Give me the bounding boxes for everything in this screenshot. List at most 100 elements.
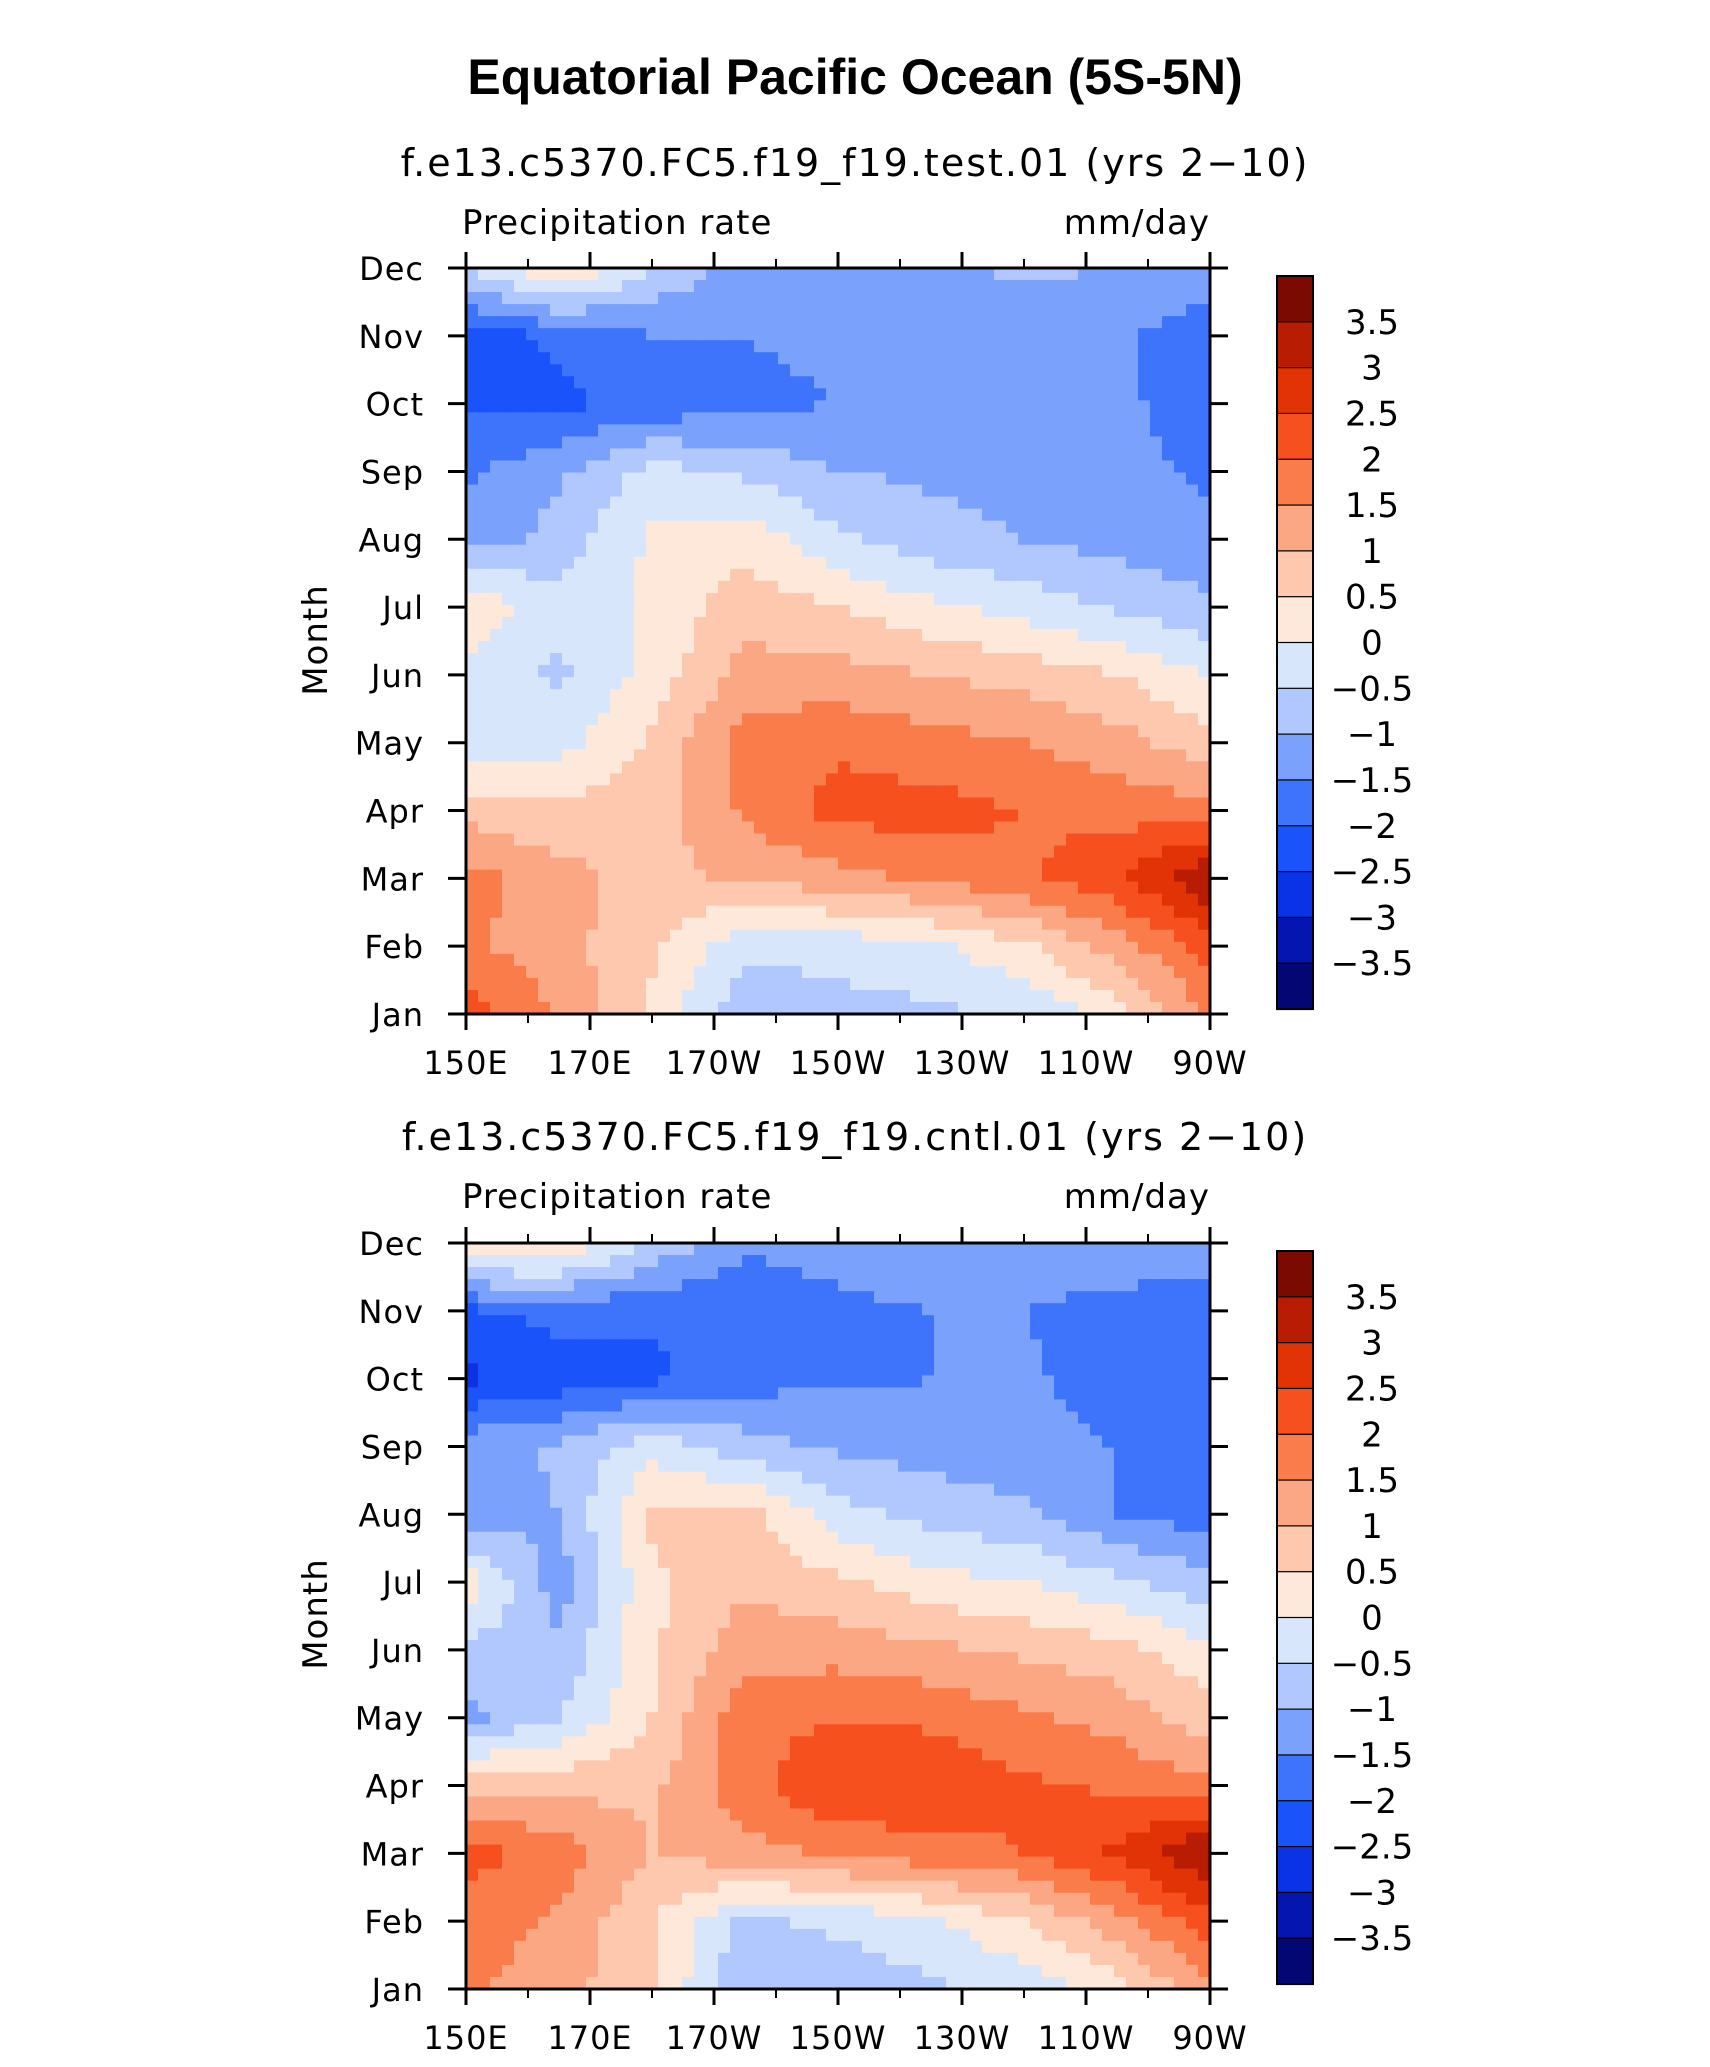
contour-cell: [1150, 485, 1163, 498]
contour-cell: [814, 894, 827, 907]
contour-cell: [1078, 1363, 1091, 1376]
contour-cell: [1174, 268, 1187, 281]
contour-cell: [1066, 448, 1079, 461]
contour-cell: [562, 665, 575, 678]
contour-cell: [1162, 858, 1175, 871]
contour-cell: [574, 749, 587, 762]
contour-cell: [778, 834, 791, 847]
contour-cell: [490, 954, 503, 967]
contour-cell: [802, 990, 815, 1003]
contour-cell: [694, 557, 707, 570]
contour-cell: [1078, 809, 1091, 822]
contour-cell: [754, 1363, 767, 1376]
contour-cell: [610, 1399, 623, 1412]
contour-cell: [646, 677, 659, 690]
contour-cell: [970, 1375, 983, 1388]
contour-cell: [502, 942, 515, 955]
contour-cell: [718, 545, 731, 558]
contour-cell: [1186, 352, 1199, 365]
contour-cell: [1066, 942, 1079, 955]
contour-cell: [622, 689, 635, 702]
contour-cell: [922, 497, 935, 510]
contour-cell: [778, 1375, 791, 1388]
contour-cell: [886, 485, 899, 498]
contour-cell: [1150, 1375, 1163, 1388]
contour-cell: [1078, 485, 1091, 498]
contour-cell: [610, 629, 623, 642]
contour-cell: [838, 1399, 851, 1412]
contour-cell: [862, 737, 875, 750]
contour-cell: [682, 701, 695, 714]
contour-cell: [898, 665, 911, 678]
contour-cell: [754, 485, 767, 498]
contour-cell: [478, 352, 491, 365]
contour-cell: [1054, 1399, 1067, 1412]
contour-cell: [850, 1339, 863, 1352]
contour-cell: [862, 461, 875, 474]
contour-cell: [862, 424, 875, 437]
contour-cell: [1126, 1315, 1139, 1328]
contour-cell: [658, 797, 671, 810]
contour-cell: [910, 340, 923, 353]
contour-cell: [562, 485, 575, 498]
contour-cell: [514, 846, 527, 859]
contour-cell: [634, 1315, 647, 1328]
contour-cell: [1090, 1327, 1103, 1340]
contour-cell: [550, 749, 563, 762]
contour-cell: [1030, 809, 1043, 822]
contour-cell: [718, 906, 731, 919]
contour-cell: [814, 797, 827, 810]
contour-cell: [1066, 388, 1079, 401]
contour-cell: [826, 1339, 839, 1352]
contour-cell: [574, 1423, 587, 1436]
contour-cell: [1030, 701, 1043, 714]
y-tick-label: Mar: [361, 860, 424, 898]
contour-cell: [1162, 593, 1175, 606]
contour-cell: [850, 978, 863, 991]
contour-cell: [1150, 412, 1163, 425]
contour-cell: [766, 978, 779, 991]
contour-cell: [898, 834, 911, 847]
contour-cell: [1150, 605, 1163, 618]
contour-cell: [922, 846, 935, 859]
contour-cell: [1162, 1255, 1175, 1268]
contour-cell: [802, 713, 815, 726]
contour-cell: [1030, 1255, 1043, 1268]
contour-cell: [1066, 629, 1079, 642]
contour-cell: [1102, 521, 1115, 534]
contour-cell: [538, 352, 551, 365]
contour-cell: [802, 304, 815, 317]
contour-cell: [946, 894, 959, 907]
contour-cell: [898, 846, 911, 859]
contour-cell: [622, 268, 635, 281]
contour-cell: [814, 509, 827, 522]
contour-cell: [670, 280, 683, 293]
contour-cell: [478, 773, 491, 786]
contour-cell: [682, 364, 695, 377]
contour-cell: [622, 448, 635, 461]
contour-cell: [802, 280, 815, 293]
contour-cell: [1018, 858, 1031, 871]
contour-cell: [898, 761, 911, 774]
contour-cell: [1030, 773, 1043, 786]
contour-cell: [682, 412, 695, 425]
contour-cell: [634, 749, 647, 762]
contour-cell: [634, 1436, 647, 1449]
contour-cell: [466, 1303, 479, 1316]
contour-cell: [730, 1375, 743, 1388]
contour-cell: [790, 545, 803, 558]
contour-cell: [514, 593, 527, 606]
contour-cell: [622, 858, 635, 871]
contour-cell: [502, 954, 515, 967]
contour-cell: [718, 870, 731, 883]
contour-cell: [634, 713, 647, 726]
contour-cell: [838, 737, 851, 750]
contour-cell: [706, 1243, 719, 1256]
contour-cell: [1174, 942, 1187, 955]
contour-cell: [754, 388, 767, 401]
contour-cell: [706, 954, 719, 967]
contour-cell: [1102, 821, 1115, 834]
contour-cell: [694, 990, 707, 1003]
contour-cell: [1186, 412, 1199, 425]
contour-cell: [766, 689, 779, 702]
